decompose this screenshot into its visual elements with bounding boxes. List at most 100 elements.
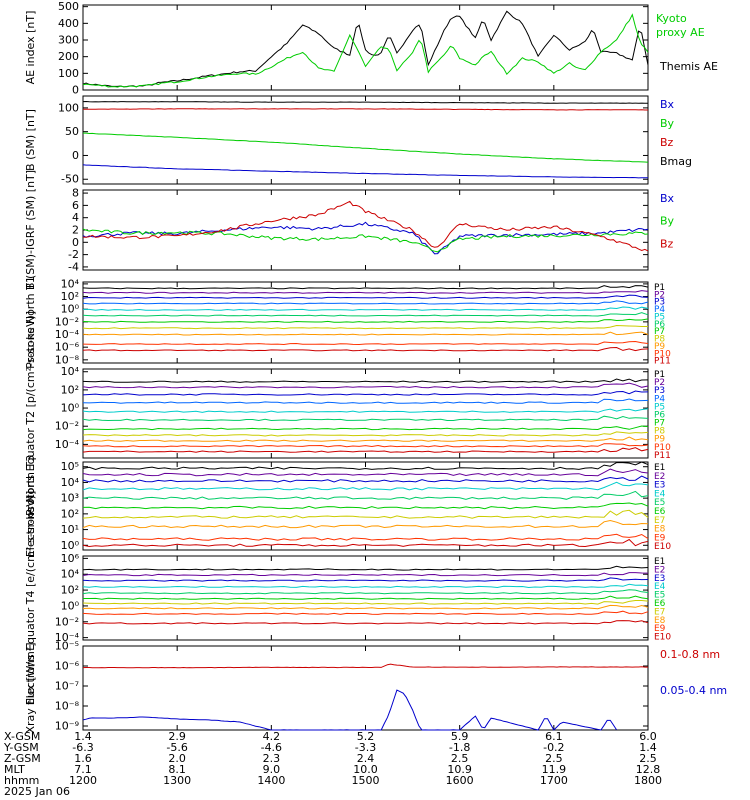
y-tick-label: 100 bbox=[58, 67, 79, 80]
y-tick-label: -50 bbox=[61, 173, 79, 186]
legend-p7: P7 bbox=[654, 419, 665, 429]
legend-e9: E9 bbox=[654, 624, 666, 634]
legend-e8: E8 bbox=[654, 525, 666, 535]
row-label: Z-GSM bbox=[4, 752, 41, 765]
y-tick-label: 10⁻⁸ bbox=[55, 353, 80, 366]
channel-line-p4 bbox=[82, 398, 649, 404]
channel-line-e9 bbox=[82, 533, 649, 541]
legend-e5: E5 bbox=[654, 498, 665, 508]
channel-line-p8 bbox=[82, 431, 649, 437]
legend-e4: E4 bbox=[654, 489, 666, 499]
y-tick-label: 10⁰ bbox=[61, 539, 80, 552]
legend-bmag: Bmag bbox=[660, 155, 692, 168]
channel-line-p3 bbox=[82, 294, 649, 299]
channel-line-e4 bbox=[82, 481, 649, 491]
legend-e4: E4 bbox=[654, 582, 666, 592]
channel-line-e2 bbox=[82, 468, 649, 477]
legend-e10: E10 bbox=[654, 542, 671, 552]
channel-line-p6 bbox=[82, 415, 649, 422]
channel-line-e1 bbox=[82, 461, 649, 471]
channel-line-p4 bbox=[82, 300, 649, 305]
y-tick-label: 10⁻² bbox=[55, 615, 79, 628]
series-line-bz bbox=[82, 200, 649, 252]
table-cell: 6.1 bbox=[545, 730, 563, 743]
legend-e7: E7 bbox=[654, 607, 665, 617]
table-cell: 1600 bbox=[446, 774, 474, 787]
legend-p10: P10 bbox=[654, 349, 671, 359]
channel-line-p1 bbox=[82, 378, 649, 383]
channel-line-p2 bbox=[82, 290, 649, 294]
series-line-bz bbox=[82, 108, 648, 111]
y-tick-label: 10⁰ bbox=[61, 599, 80, 612]
channel-line-p7 bbox=[82, 425, 649, 431]
table-cell: 2.0 bbox=[168, 752, 186, 765]
legend-e3: E3 bbox=[654, 481, 665, 491]
table-cell: -4.6 bbox=[261, 741, 282, 754]
table-cell: -5.6 bbox=[166, 741, 187, 754]
y-tick-label: 10² bbox=[61, 507, 79, 520]
legend-e2: E2 bbox=[654, 565, 665, 575]
y-axis-label: Protons North T1 bbox=[24, 276, 37, 369]
y-tick-label: 10⁴ bbox=[61, 277, 80, 290]
y-axis-label: B (SM)-IGRF (SM) [nT] bbox=[24, 170, 37, 290]
legend-by: By bbox=[660, 117, 675, 130]
y-tick-label: 400 bbox=[58, 17, 79, 30]
table-cell: 2.4 bbox=[357, 752, 375, 765]
channel-line-p11 bbox=[82, 346, 649, 352]
y-tick-label: 0 bbox=[72, 149, 79, 162]
legend-p5: P5 bbox=[654, 402, 665, 412]
y-tick-label: 6 bbox=[72, 199, 79, 212]
channel-line-p2 bbox=[82, 382, 649, 389]
y-tick-label: 200 bbox=[58, 50, 79, 63]
y-axis-label: Xray flux [W/m²] bbox=[24, 642, 37, 733]
y-tick-label: 10² bbox=[61, 290, 79, 303]
y-axis-label: Electrons North T3 bbox=[24, 455, 37, 557]
channel-line-e4 bbox=[82, 583, 649, 589]
legend-p10: P10 bbox=[654, 443, 671, 453]
table-cell: -1.8 bbox=[449, 741, 470, 754]
row-label: 2025 Jan 06 bbox=[4, 785, 70, 798]
table-cell: 4.2 bbox=[263, 730, 281, 743]
y-tick-label: 10⁰ bbox=[61, 402, 80, 415]
channel-line-e8 bbox=[82, 604, 649, 610]
legend-e8: E8 bbox=[654, 616, 666, 626]
channel-line-p5 bbox=[83, 306, 649, 311]
y-tick-label: 10⁻⁹ bbox=[55, 720, 79, 733]
y-tick-label: 8 bbox=[72, 187, 79, 200]
y-tick-label: 10⁻² bbox=[55, 420, 79, 433]
series-line-bx bbox=[82, 164, 648, 179]
panel-1: 0 100 200 300 400 500 AE index [nT] Kyotoproxy … bbox=[24, 0, 718, 96]
table-cell: 9.0 bbox=[263, 763, 281, 776]
y-tick-label: 10⁻⁴ bbox=[55, 438, 80, 451]
y-tick-label: -2 bbox=[68, 248, 79, 261]
y-axis-label: B (SM) [nT] bbox=[24, 109, 37, 171]
legend-0-1-0-8-nm: 0.1-0.8 nm bbox=[660, 648, 720, 661]
y-tick-label: 10⁴ bbox=[61, 365, 80, 378]
legend-p1: P1 bbox=[654, 370, 665, 380]
legend-themis: Themis AE bbox=[659, 60, 718, 73]
y-tick-label: 10³ bbox=[61, 492, 79, 505]
legend-bx: Bx bbox=[660, 192, 675, 205]
row-label: MLT bbox=[4, 763, 25, 776]
y-tick-label: 10⁻² bbox=[55, 315, 79, 328]
channel-line-p3 bbox=[82, 390, 649, 396]
series-line-kyoto-proxy-ae bbox=[82, 13, 649, 88]
channel-line-e1 bbox=[82, 565, 649, 571]
channel-line-p10 bbox=[82, 443, 649, 448]
channel-line-p5 bbox=[82, 408, 649, 413]
channel-line-p6 bbox=[82, 312, 649, 317]
channel-line-e7 bbox=[82, 509, 649, 519]
table-cell: 12.8 bbox=[636, 763, 661, 776]
panel-8: 10⁻⁹ 10⁻⁸ 10⁻⁷ 10⁻⁶ 10⁻⁵ Xray flux [W/m²] 0.1-… bbox=[24, 640, 727, 734]
y-tick-label: 50 bbox=[65, 125, 79, 138]
table-cell: 1200 bbox=[69, 774, 97, 787]
table-cell: 1300 bbox=[163, 774, 191, 787]
panel-frame bbox=[82, 4, 649, 91]
series-line-0-1-0-8-nm bbox=[82, 663, 648, 669]
y-tick-label: 2 bbox=[72, 224, 79, 237]
y-tick-label: 10⁴ bbox=[61, 476, 80, 489]
table-cell: 1700 bbox=[540, 774, 568, 787]
table-cell: 2.9 bbox=[168, 730, 186, 743]
